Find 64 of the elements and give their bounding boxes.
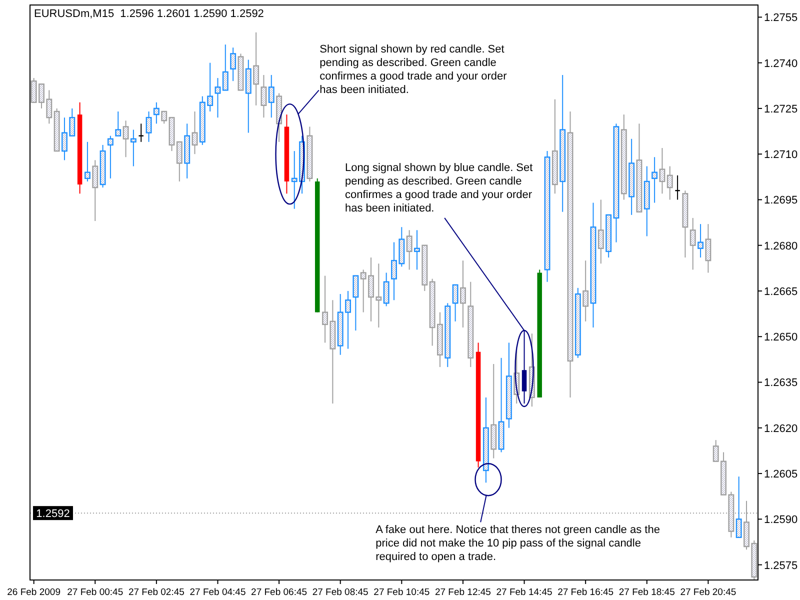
candlestick — [115, 110, 122, 136]
x-tick-label: 27 Feb 00:45 — [67, 587, 124, 598]
x-tick-label: 27 Feb 14:45 — [496, 587, 552, 598]
candlestick — [652, 156, 658, 204]
y-tick-label: 1.2725 — [764, 103, 798, 116]
candlestick — [414, 230, 420, 270]
x-tick-label: 27 Feb 08:45 — [312, 587, 368, 598]
candlestick — [192, 110, 198, 155]
candlestick — [268, 74, 274, 118]
candlestick — [92, 160, 98, 222]
x-tick-label: 27 Feb 18:45 — [618, 587, 675, 598]
x-tick-label: 27 Feb 12:45 — [434, 587, 491, 598]
candlestick — [452, 284, 458, 322]
candlestick — [383, 272, 390, 307]
annotation: Long signal shown by blue candle. Set pending as described. Green candle confirmes a good trade and your order has been initiated. — [344, 162, 533, 215]
candlestick — [84, 141, 90, 182]
x-tick-label: 27 Feb 02:45 — [128, 587, 184, 598]
x-tick-label: 27 Feb 06:45 — [251, 587, 308, 598]
candlestick — [460, 260, 466, 328]
candlestick — [138, 123, 144, 142]
candlestick — [161, 110, 168, 124]
y-tick-label: 1.2695 — [764, 194, 798, 207]
candlestick — [230, 47, 236, 82]
candlestick — [522, 330, 527, 404]
candlestick — [659, 147, 666, 194]
annotation: Short signal shown by red candle. Set pending as described. Green candle confirmes a good trade and your order has been initiated. — [320, 44, 508, 96]
candlestick — [690, 217, 696, 270]
candlestick — [253, 32, 260, 106]
candlestick — [146, 110, 152, 142]
x-tick-label: 27 Feb 16:45 — [558, 587, 614, 598]
candlestick — [153, 102, 160, 124]
y-tick-label: 1.2635 — [764, 377, 798, 390]
y-tick-label: 1.2620 — [764, 422, 798, 435]
y-tick-label: 1.2755 — [764, 12, 798, 24]
candlestick — [130, 129, 136, 167]
y-tick-label: 1.2680 — [764, 240, 798, 252]
x-tick-label: 27 Feb 04:45 — [190, 587, 246, 598]
candlestick — [698, 224, 704, 258]
candlestick — [736, 476, 742, 538]
y-tick-label: 1.2740 — [764, 58, 798, 70]
x-tick-label: 27 Feb 10:45 — [374, 587, 430, 598]
x-tick-label: 27 Feb 20:45 — [680, 587, 736, 598]
candlestick — [705, 224, 712, 274]
x-tick-label: 26 Feb 2009 — [7, 587, 61, 598]
annotation: A fake out here. Notice that theres not green candle as the price did not make the 10 pip pass of the signal candle required to open a trade. — [376, 524, 660, 564]
y-tick-label: 1.2575 — [764, 560, 798, 572]
candlestick — [598, 199, 604, 264]
ref-line-label: 1.2592 — [36, 508, 70, 520]
y-tick-label: 1.2650 — [764, 332, 798, 344]
chart-title: EURUSDm,M15 1.2596 1.2601 1.2590 1.2592 — [34, 8, 264, 20]
candlestick — [260, 74, 267, 118]
y-tick-label: 1.2590 — [764, 514, 798, 526]
candlestick — [122, 120, 129, 158]
y-tick-label: 1.2665 — [764, 286, 798, 298]
candlestick — [582, 260, 589, 322]
candlestick — [666, 166, 673, 200]
candlestick — [214, 78, 221, 118]
candlestick — [406, 230, 412, 270]
candlestick — [352, 275, 359, 332]
candlestick — [176, 141, 182, 182]
y-tick-label: 1.2710 — [764, 149, 798, 162]
candlestick — [107, 135, 114, 179]
candlestick — [222, 44, 228, 91]
y-tick-label: 1.2605 — [764, 468, 798, 481]
